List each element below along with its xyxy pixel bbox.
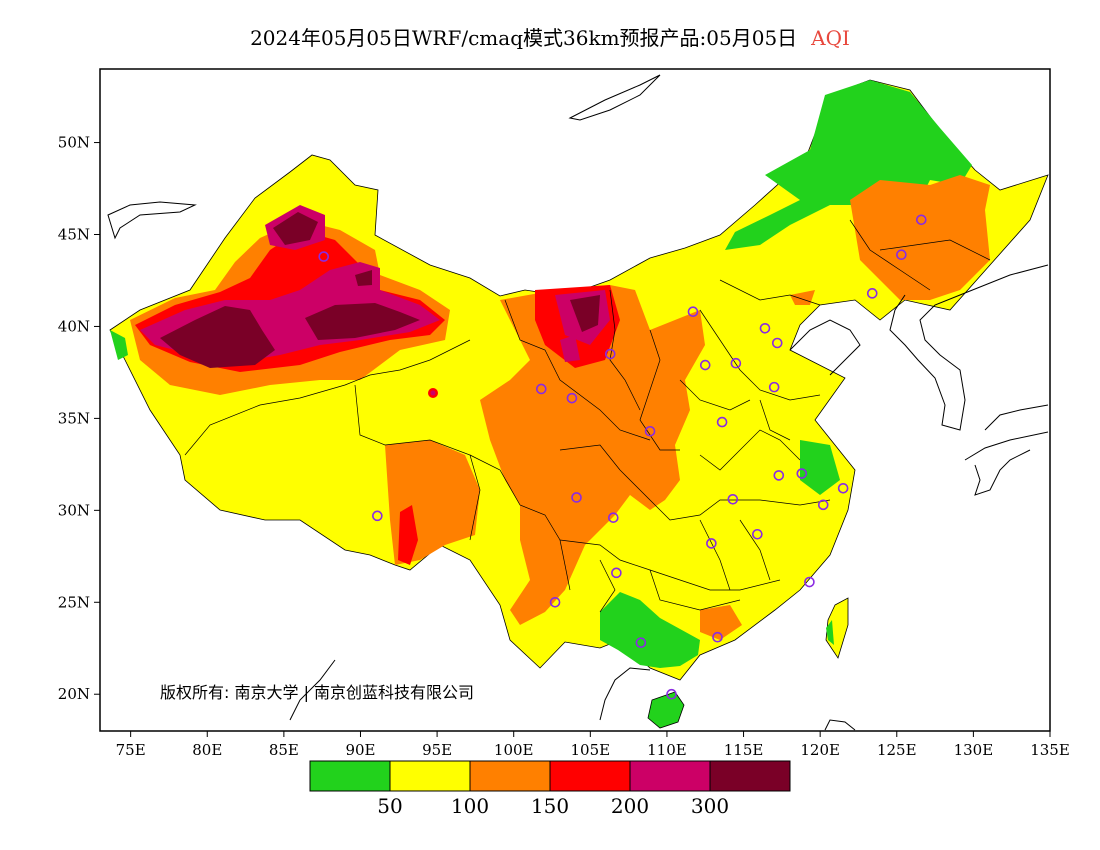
city-marker <box>771 337 783 349</box>
city-marker <box>318 251 330 262</box>
city-marker <box>644 425 656 437</box>
lon-tick-label: 85E <box>269 741 299 759</box>
south-green-zone <box>600 592 700 668</box>
northeast-orange-zone <box>850 175 990 300</box>
lat-tick-label: 45N <box>58 226 90 244</box>
taiwan-zone <box>825 597 849 659</box>
tibet-red-patch <box>398 505 418 565</box>
city-marker <box>571 492 582 503</box>
lon-tick-label: 90E <box>345 741 375 759</box>
city-marker <box>611 567 622 579</box>
colorbar-segment <box>549 760 631 792</box>
title-main: 2024年05月05日WRF/cmaq模式36km预报产品:05月05日 <box>250 26 798 50</box>
lon-tick-label: 75E <box>116 741 146 759</box>
map-frame <box>99 68 1051 732</box>
city-marker <box>604 348 616 360</box>
city-marker <box>727 493 739 505</box>
city-marker <box>866 288 878 299</box>
lon-tick-label: 120E <box>800 741 840 759</box>
tarim-maroon-zone-west <box>160 306 275 368</box>
tarim-maroon-zone-east <box>305 303 420 340</box>
lat-tick-label: 25N <box>58 593 90 611</box>
northeast-green-zone <box>725 80 972 250</box>
colorbar-segment <box>709 760 791 792</box>
city-marker <box>716 416 728 428</box>
city-marker <box>817 499 829 511</box>
title-variable: AQI <box>811 26 850 50</box>
city-marker <box>752 528 763 540</box>
lat-tick-label: 30N <box>58 501 90 519</box>
city-marker <box>773 470 785 481</box>
colorbar-label: 50 <box>377 794 402 818</box>
city-marker <box>712 631 723 643</box>
lon-tick-label: 115E <box>724 741 764 759</box>
colorbar-segment <box>469 760 551 792</box>
city-marker <box>915 214 927 226</box>
colorbar-segment <box>309 760 391 792</box>
city-marker <box>768 381 780 393</box>
city-marker <box>759 322 771 334</box>
city-marker <box>549 596 561 608</box>
lon-tick-label: 95E <box>422 741 452 759</box>
colorbar-segment <box>389 760 471 792</box>
west-edge-green-zone <box>110 330 128 360</box>
city-marker <box>804 576 815 588</box>
lon-tick-label: 125E <box>877 741 917 759</box>
copyright-text: 版权所有: 南京大学 | 南京创蓝科技有限公司 <box>160 683 474 702</box>
southeast-orange-patch <box>700 605 742 640</box>
map-title: 2024年05月05日WRF/cmaq模式36km预报产品:05月05日 AQI <box>0 22 1100 51</box>
lat-tick-label: 20N <box>58 685 90 703</box>
colorbar-label: 150 <box>531 794 569 818</box>
map-plot-area: 版权所有: 南京大学 | 南京创蓝科技有限公司 <box>100 69 1050 731</box>
ningxia-magenta-patch <box>560 335 580 362</box>
east-green-patch <box>800 440 840 495</box>
city-marker <box>566 392 578 404</box>
city-marker <box>635 637 647 649</box>
city-marker <box>706 538 717 549</box>
lon-tick-label: 110E <box>647 741 687 759</box>
taiwan-green-zone <box>826 620 834 645</box>
map-axes: 75E 80E 85E 90E 95E 100E 105E 110E 115E 120E 125E 1… <box>58 134 1070 759</box>
lat-tick-label: 40N <box>58 317 90 335</box>
city-marker <box>372 510 383 522</box>
qinghai-magenta-spot <box>430 390 436 396</box>
province-borders <box>184 219 991 613</box>
city-marker <box>666 688 677 700</box>
lon-tick-label: 105E <box>571 741 611 759</box>
aqi-colorbar: 50 100 150 200 300 <box>309 760 791 818</box>
gansu-maroon-zone <box>570 295 600 332</box>
lon-tick-label: 135E <box>1030 741 1070 759</box>
colorbar-label: 200 <box>611 794 649 818</box>
lon-tick-label: 100E <box>494 741 534 759</box>
colorbar-segment <box>629 760 711 792</box>
city-marker <box>535 383 547 395</box>
lon-tick-label: 80E <box>192 741 222 759</box>
turpan-maroon-patch <box>355 270 372 286</box>
lat-tick-label: 50N <box>58 134 90 152</box>
dzungaria-maroon-zone <box>273 212 318 245</box>
city-marker <box>699 359 711 371</box>
city-marker <box>837 482 849 494</box>
neighbor-coastlines <box>107 74 1049 731</box>
central-orange-zone <box>480 285 705 625</box>
city-marker <box>730 357 742 369</box>
city-marker <box>608 512 619 523</box>
lon-tick-label: 130E <box>954 741 994 759</box>
city-marker <box>896 249 907 261</box>
colorbar-label: 300 <box>691 794 729 818</box>
colorbar-label: 100 <box>451 794 489 818</box>
city-marker <box>687 306 699 318</box>
city-marker <box>796 468 808 479</box>
lat-tick-label: 35N <box>58 409 90 427</box>
city-markers <box>318 214 927 700</box>
